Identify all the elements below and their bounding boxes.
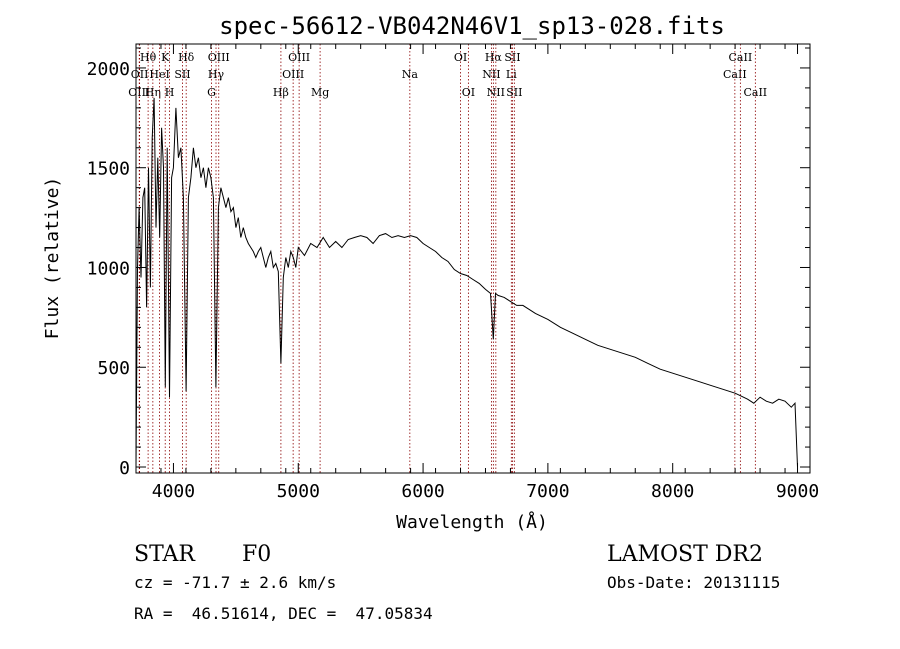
line-marker-label: OIII	[288, 51, 310, 64]
line-marker-label: CaII	[723, 68, 747, 81]
line-marker-label: Hδ	[178, 51, 195, 64]
line-marker-label: K	[161, 51, 170, 64]
line-marker-label: CaII	[743, 86, 767, 99]
y-tick-label: 1500	[87, 159, 130, 180]
axes: 4000 5000 6000 7000 8000 9000 0 500 1000 1500 2000	[87, 43, 819, 502]
line-marker-label: CaII	[729, 51, 753, 64]
y-tick-label: 2000	[87, 59, 130, 80]
x-tick-label: 8000	[651, 481, 694, 502]
line-marker-label: SII	[506, 86, 522, 99]
coordinates-label: RA = 46.51614, DEC = 47.05834	[134, 604, 433, 623]
line-marker-label: Hη	[145, 86, 161, 99]
x-tick-label: 5000	[277, 481, 320, 502]
line-marker-label: G	[207, 86, 216, 99]
line-marker-label: SII	[504, 51, 520, 64]
line-marker-layer: OIII OII Hθ Hη HeI K H SII Hδ G Hγ OIII Hβ OIII OIII Mg…	[128, 44, 767, 473]
line-marker-label: OIII	[128, 86, 150, 99]
line-marker-label: NII	[487, 86, 505, 99]
chart-title: spec-56612-VB042N46V1_sp13-028.fits	[219, 12, 725, 40]
y-tick-label: 0	[119, 458, 130, 479]
object-subclass: F0	[242, 542, 271, 567]
line-marker-label: Hγ	[208, 68, 225, 81]
line-marker-label: Li	[506, 68, 517, 81]
line-marker-label: Hα	[485, 51, 503, 64]
y-axis-label: Flux (relative)	[42, 177, 63, 340]
line-marker-label: OIII	[282, 68, 304, 81]
line-marker-label: Mg	[311, 86, 329, 99]
line-marker-label: Na	[402, 68, 419, 81]
spectrum-line	[135, 97, 798, 468]
x-axis-label: Wavelength (Å)	[396, 511, 548, 533]
y-tick-label: 500	[97, 358, 130, 379]
x-tick-label: 6000	[401, 481, 444, 502]
line-marker-label: Hβ	[273, 86, 289, 99]
y-tick-label: 1000	[87, 258, 130, 279]
line-marker-label: SII	[174, 68, 190, 81]
obs-date-label: Obs-Date: 20131115	[607, 573, 780, 592]
line-marker-label: OI	[462, 86, 475, 99]
line-marker-label: OIII	[208, 51, 230, 64]
line-marker-label: H	[165, 86, 175, 99]
line-marker-label: HeI	[149, 68, 169, 81]
survey-label: LAMOST DR2	[607, 542, 763, 567]
line-marker-label: Hθ	[140, 51, 157, 64]
x-tick-label: 7000	[526, 481, 569, 502]
x-tick-label: 9000	[776, 481, 819, 502]
plot-frame	[135, 43, 811, 474]
line-marker-label: OI	[454, 51, 467, 64]
object-class: STAR	[134, 542, 196, 567]
line-marker-label: NII	[482, 68, 500, 81]
line-marker-label: OII	[131, 68, 149, 81]
redshift-label: cz = -71.7 ± 2.6 km/s	[134, 573, 336, 592]
x-tick-label: 4000	[152, 481, 195, 502]
